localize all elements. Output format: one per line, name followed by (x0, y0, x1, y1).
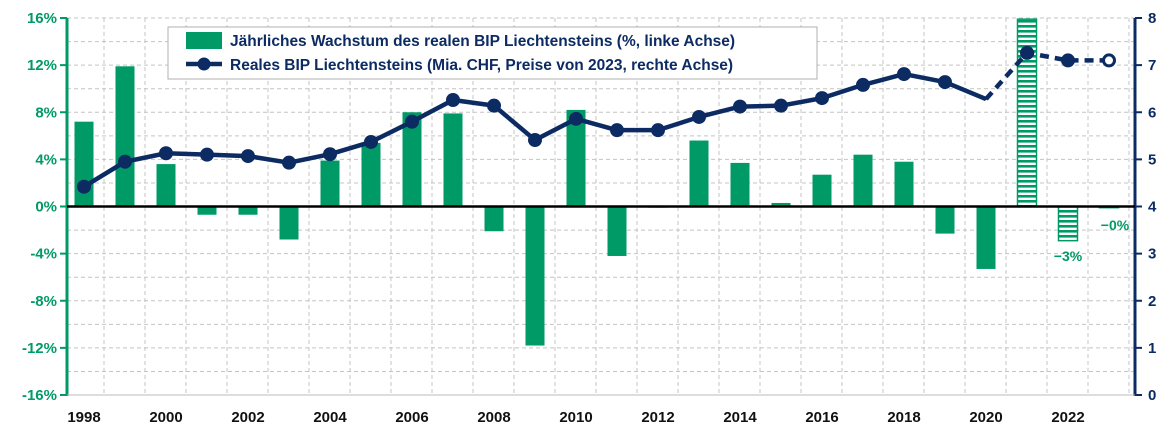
legend-bar-label: Jährliches Wachstum des realen BIP Liech… (230, 33, 735, 50)
x-tick-label: 2006 (395, 409, 428, 426)
bar-1998 (74, 121, 94, 207)
left-tick-label: 16% (27, 10, 57, 27)
line-point-2010 (569, 111, 583, 126)
legend-line-marker (197, 57, 211, 71)
left-tick-label: 8% (35, 104, 57, 121)
left-tick-label: -4% (30, 246, 57, 263)
line-point-2015 (774, 98, 788, 113)
x-tick-label: 2012 (641, 409, 674, 426)
left-tick-label: -12% (22, 340, 57, 357)
left-tick-label: -16% (22, 387, 57, 404)
annotation-2022: −3% (1054, 248, 1083, 264)
line-point-2003 (282, 155, 296, 170)
line-point-2000 (159, 146, 173, 161)
bar-2020 (976, 206, 996, 269)
bar-2019 (935, 206, 955, 234)
bar-2022 (1057, 205, 1079, 242)
line-point-2021 (1020, 45, 1034, 60)
bar-2006 (402, 112, 422, 207)
bar-2001 (197, 206, 217, 215)
bar-2018 (894, 161, 914, 207)
bar-2017 (853, 154, 873, 207)
bar-2009 (525, 206, 545, 346)
x-tick-label: 2014 (723, 409, 757, 426)
left-tick-label: 0% (35, 199, 57, 216)
line-point-2013 (692, 109, 706, 124)
line-point-2022 (1061, 53, 1075, 68)
bar-2002 (238, 206, 258, 215)
line-point-2009 (528, 133, 542, 148)
right-tick-label: 0 (1148, 387, 1156, 404)
legend-line-label: Reales BIP Liechtensteins (Mia. CHF, Pre… (230, 57, 733, 74)
line-point-2011 (610, 123, 624, 138)
x-tick-label: 1998 (67, 409, 100, 426)
right-tick-label: 7 (1148, 57, 1156, 74)
left-tick-label: 12% (27, 57, 57, 74)
gdp-line-projection (984, 50, 1109, 101)
line-point-2001 (200, 147, 214, 162)
left-tick-label: -8% (30, 293, 57, 310)
line-point-2016 (815, 91, 829, 106)
line-point-2007 (446, 92, 460, 107)
bar-1999 (115, 66, 135, 207)
legend: Jährliches Wachstum des realen BIP Liech… (167, 26, 818, 80)
line-point-2008 (487, 98, 501, 113)
line-point-2014 (733, 99, 747, 114)
bar-2000 (156, 164, 176, 207)
line-point-1999 (118, 154, 132, 169)
line-point-2004 (323, 147, 337, 162)
line-point-2019 (938, 75, 952, 90)
bar-2016 (812, 174, 832, 207)
x-tick-label: 2018 (887, 409, 920, 426)
right-tick-label: 2 (1148, 293, 1156, 310)
line-point-2002 (241, 149, 255, 164)
bar-2007 (443, 113, 463, 207)
line-point-2012 (651, 123, 665, 138)
right-tick-label: 5 (1148, 151, 1156, 168)
x-tick-label: 2008 (477, 409, 510, 426)
annotation-2023: −0% (1101, 217, 1130, 233)
bar-2015 (771, 202, 791, 207)
left-tick-label: 4% (35, 151, 57, 168)
line-series (77, 45, 1116, 194)
bar-2010 (566, 109, 586, 207)
bar-2014 (730, 162, 750, 207)
right-tick-label: 8 (1148, 10, 1156, 27)
annotations: −3% −0% (1054, 217, 1130, 264)
legend-box (167, 26, 818, 80)
gdp-line-solid (82, 71, 987, 189)
x-tick-label: 2020 (969, 409, 1002, 426)
right-tick-label: 6 (1148, 104, 1156, 121)
x-tick-label: 2002 (231, 409, 264, 426)
x-tick-label: 2004 (313, 409, 347, 426)
line-point-2017 (856, 77, 870, 92)
x-tick-label: 2000 (149, 409, 182, 426)
axes (60, 17, 1142, 396)
line-point-2023 (1102, 53, 1116, 68)
right-tick-label: 3 (1148, 246, 1156, 263)
bar-2003 (279, 206, 299, 240)
right-tick-label: 4 (1148, 199, 1157, 216)
legend-bar-swatch (186, 32, 222, 49)
line-point-2005 (364, 134, 378, 149)
right-tick-label: 1 (1148, 340, 1156, 357)
bar-2008 (484, 206, 504, 232)
bar-2013 (689, 140, 709, 207)
line-point-1998 (77, 179, 91, 194)
x-tick-label: 2010 (559, 409, 592, 426)
bar-2011 (607, 206, 627, 256)
x-tick-label: 2016 (805, 409, 838, 426)
line-point-2006 (405, 114, 419, 129)
bar-2005 (361, 142, 381, 207)
line-point-2020 (985, 98, 987, 101)
x-tick-label: 2022 (1051, 409, 1084, 426)
tick-labels: -16% -12% -8% -4% 0% 4% 8% 12% 16% 0 1 2 3 4 5 6 7 8 1998 2… (22, 10, 1157, 426)
line-point-2018 (897, 67, 911, 82)
bar-2004 (320, 160, 340, 207)
